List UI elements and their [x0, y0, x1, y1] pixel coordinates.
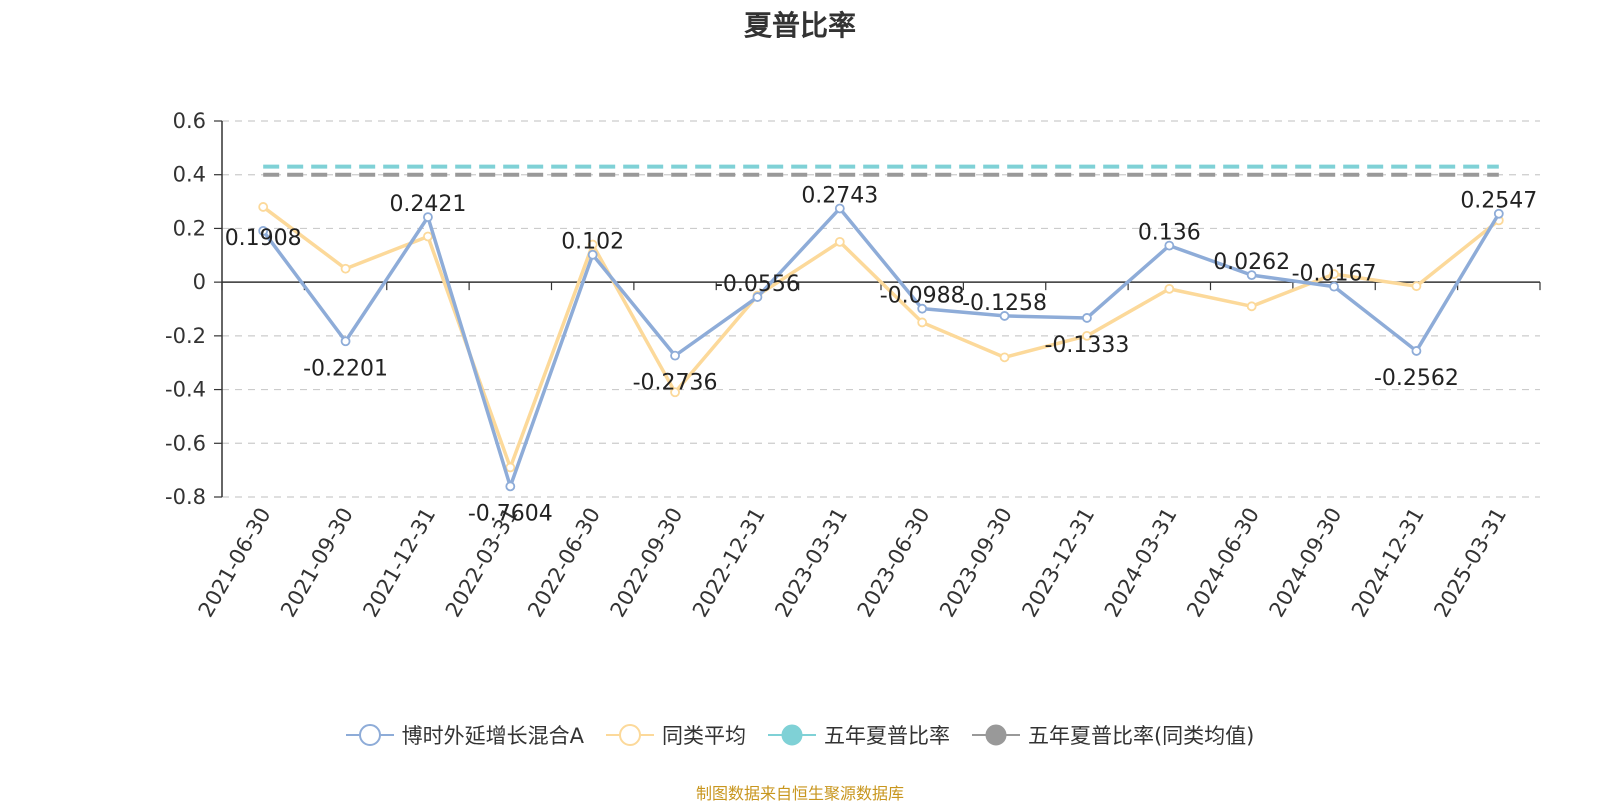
data-point [1329, 281, 1339, 292]
legend-item[interactable]: 同类平均 [605, 720, 746, 750]
legend-label: 博时外延增长混合A [401, 724, 584, 748]
x-tick-label: 2021-09-30 [276, 504, 358, 622]
x-tick-label: 2021-12-31 [358, 504, 440, 622]
x-tick-label: 2023-06-30 [853, 504, 935, 622]
x-tick-label: 2023-03-31 [770, 504, 852, 622]
label-layer: 0.1908 -0.2201 0.2421 -0.7604 0.102 -0.2736 -0… [225, 183, 1538, 526]
legend-swatch-icon [971, 724, 1020, 746]
grid-layer [222, 120, 1540, 498]
data-label: 0.2547 [1460, 189, 1537, 214]
data-point [340, 336, 351, 347]
series-line-1 [262, 205, 1500, 470]
data-point [670, 350, 680, 361]
data-point [1164, 283, 1175, 294]
y-tick-label: -0.8 [165, 485, 206, 509]
data-label: -0.2736 [633, 371, 718, 396]
data-point [1164, 240, 1175, 251]
legend-swatch-icon [605, 724, 654, 746]
data-label: -0.0167 [1292, 262, 1377, 287]
x-tick-label: 2023-12-31 [1017, 504, 1099, 622]
x-tick-label: 2024-06-30 [1182, 504, 1264, 622]
legend-label: 五年夏普比率(同类均值) [1027, 724, 1255, 748]
data-point [1493, 208, 1504, 219]
x-tick-label: 2023-09-30 [935, 504, 1017, 622]
data-point [423, 212, 433, 223]
y-tick-label: -0.4 [165, 378, 206, 402]
x-tick-label: 2022-09-30 [606, 504, 688, 622]
series-line-0 [261, 206, 1501, 489]
legend-swatch-icon [345, 724, 394, 746]
y-tick-label: 0.6 [173, 109, 206, 133]
legend-swatch-icon [767, 724, 816, 746]
data-label: 0.102 [561, 230, 624, 255]
x-tick-label: 2024-09-30 [1265, 504, 1347, 622]
data-point [505, 462, 516, 473]
data-point [505, 481, 516, 492]
x-tick-label: 2021-06-30 [194, 504, 276, 622]
data-point [917, 317, 928, 328]
x-tick-label: 2025-03-31 [1429, 504, 1511, 622]
y-tick-label: 0 [193, 270, 206, 294]
data-label: -0.2562 [1374, 366, 1459, 391]
data-source-note: 制图数据来自恒生聚源数据库 [695, 784, 904, 803]
data-point [423, 231, 433, 242]
chart-title: 夏普比率 [743, 9, 856, 42]
data-label: -0.1333 [1044, 333, 1129, 358]
y-tick-label: -0.2 [165, 324, 206, 348]
legend-label: 同类平均 [661, 724, 746, 748]
data-label: -0.0556 [715, 272, 800, 297]
y-tick-label: 0.4 [173, 163, 206, 187]
y-tick-label: -0.6 [165, 431, 206, 455]
legend-item[interactable]: 五年夏普比率 [767, 720, 950, 750]
data-label: 0.136 [1138, 221, 1201, 246]
data-label: 0.2421 [389, 192, 466, 217]
data-point [1246, 301, 1257, 312]
data-point [1411, 281, 1422, 292]
data-point [752, 292, 763, 302]
data-label: -0.7604 [468, 501, 553, 526]
data-point [834, 236, 845, 247]
y-tick-label: 0.2 [173, 216, 206, 240]
data-point [340, 263, 351, 274]
data-point [670, 387, 680, 398]
data-point [1246, 270, 1257, 281]
data-point [587, 239, 598, 250]
data-label: 0.0262 [1213, 250, 1290, 275]
data-point [1411, 346, 1422, 356]
data-point [258, 202, 269, 212]
data-point [1082, 330, 1092, 341]
x-tick-label: 2024-03-31 [1100, 504, 1182, 622]
legend-label: 五年夏普比率 [823, 724, 950, 748]
data-point [587, 249, 598, 260]
x-tick-label: 2022-12-31 [688, 504, 770, 622]
series-layer [258, 164, 1504, 492]
data-label: -0.2201 [303, 356, 388, 381]
x-tick-label: 2024-12-31 [1347, 504, 1429, 622]
data-point [834, 203, 845, 214]
data-point [1329, 269, 1339, 279]
data-label: -0.1258 [962, 291, 1047, 316]
data-point [258, 225, 269, 236]
legend: 博时外延增长混合A 同类平均 五年夏普比率 五年夏普比率(同类均值) [0, 720, 1600, 750]
data-label: -0.0988 [880, 284, 965, 309]
legend-item[interactable]: 五年夏普比率(同类均值) [971, 720, 1255, 750]
data-label: 0.2743 [801, 183, 878, 208]
data-label: 0.1908 [225, 226, 302, 251]
data-point [999, 311, 1010, 321]
data-point [917, 303, 928, 314]
data-point [1082, 313, 1092, 323]
legend-item[interactable]: 博时外延增长混合A [345, 720, 584, 750]
data-point [999, 352, 1010, 363]
